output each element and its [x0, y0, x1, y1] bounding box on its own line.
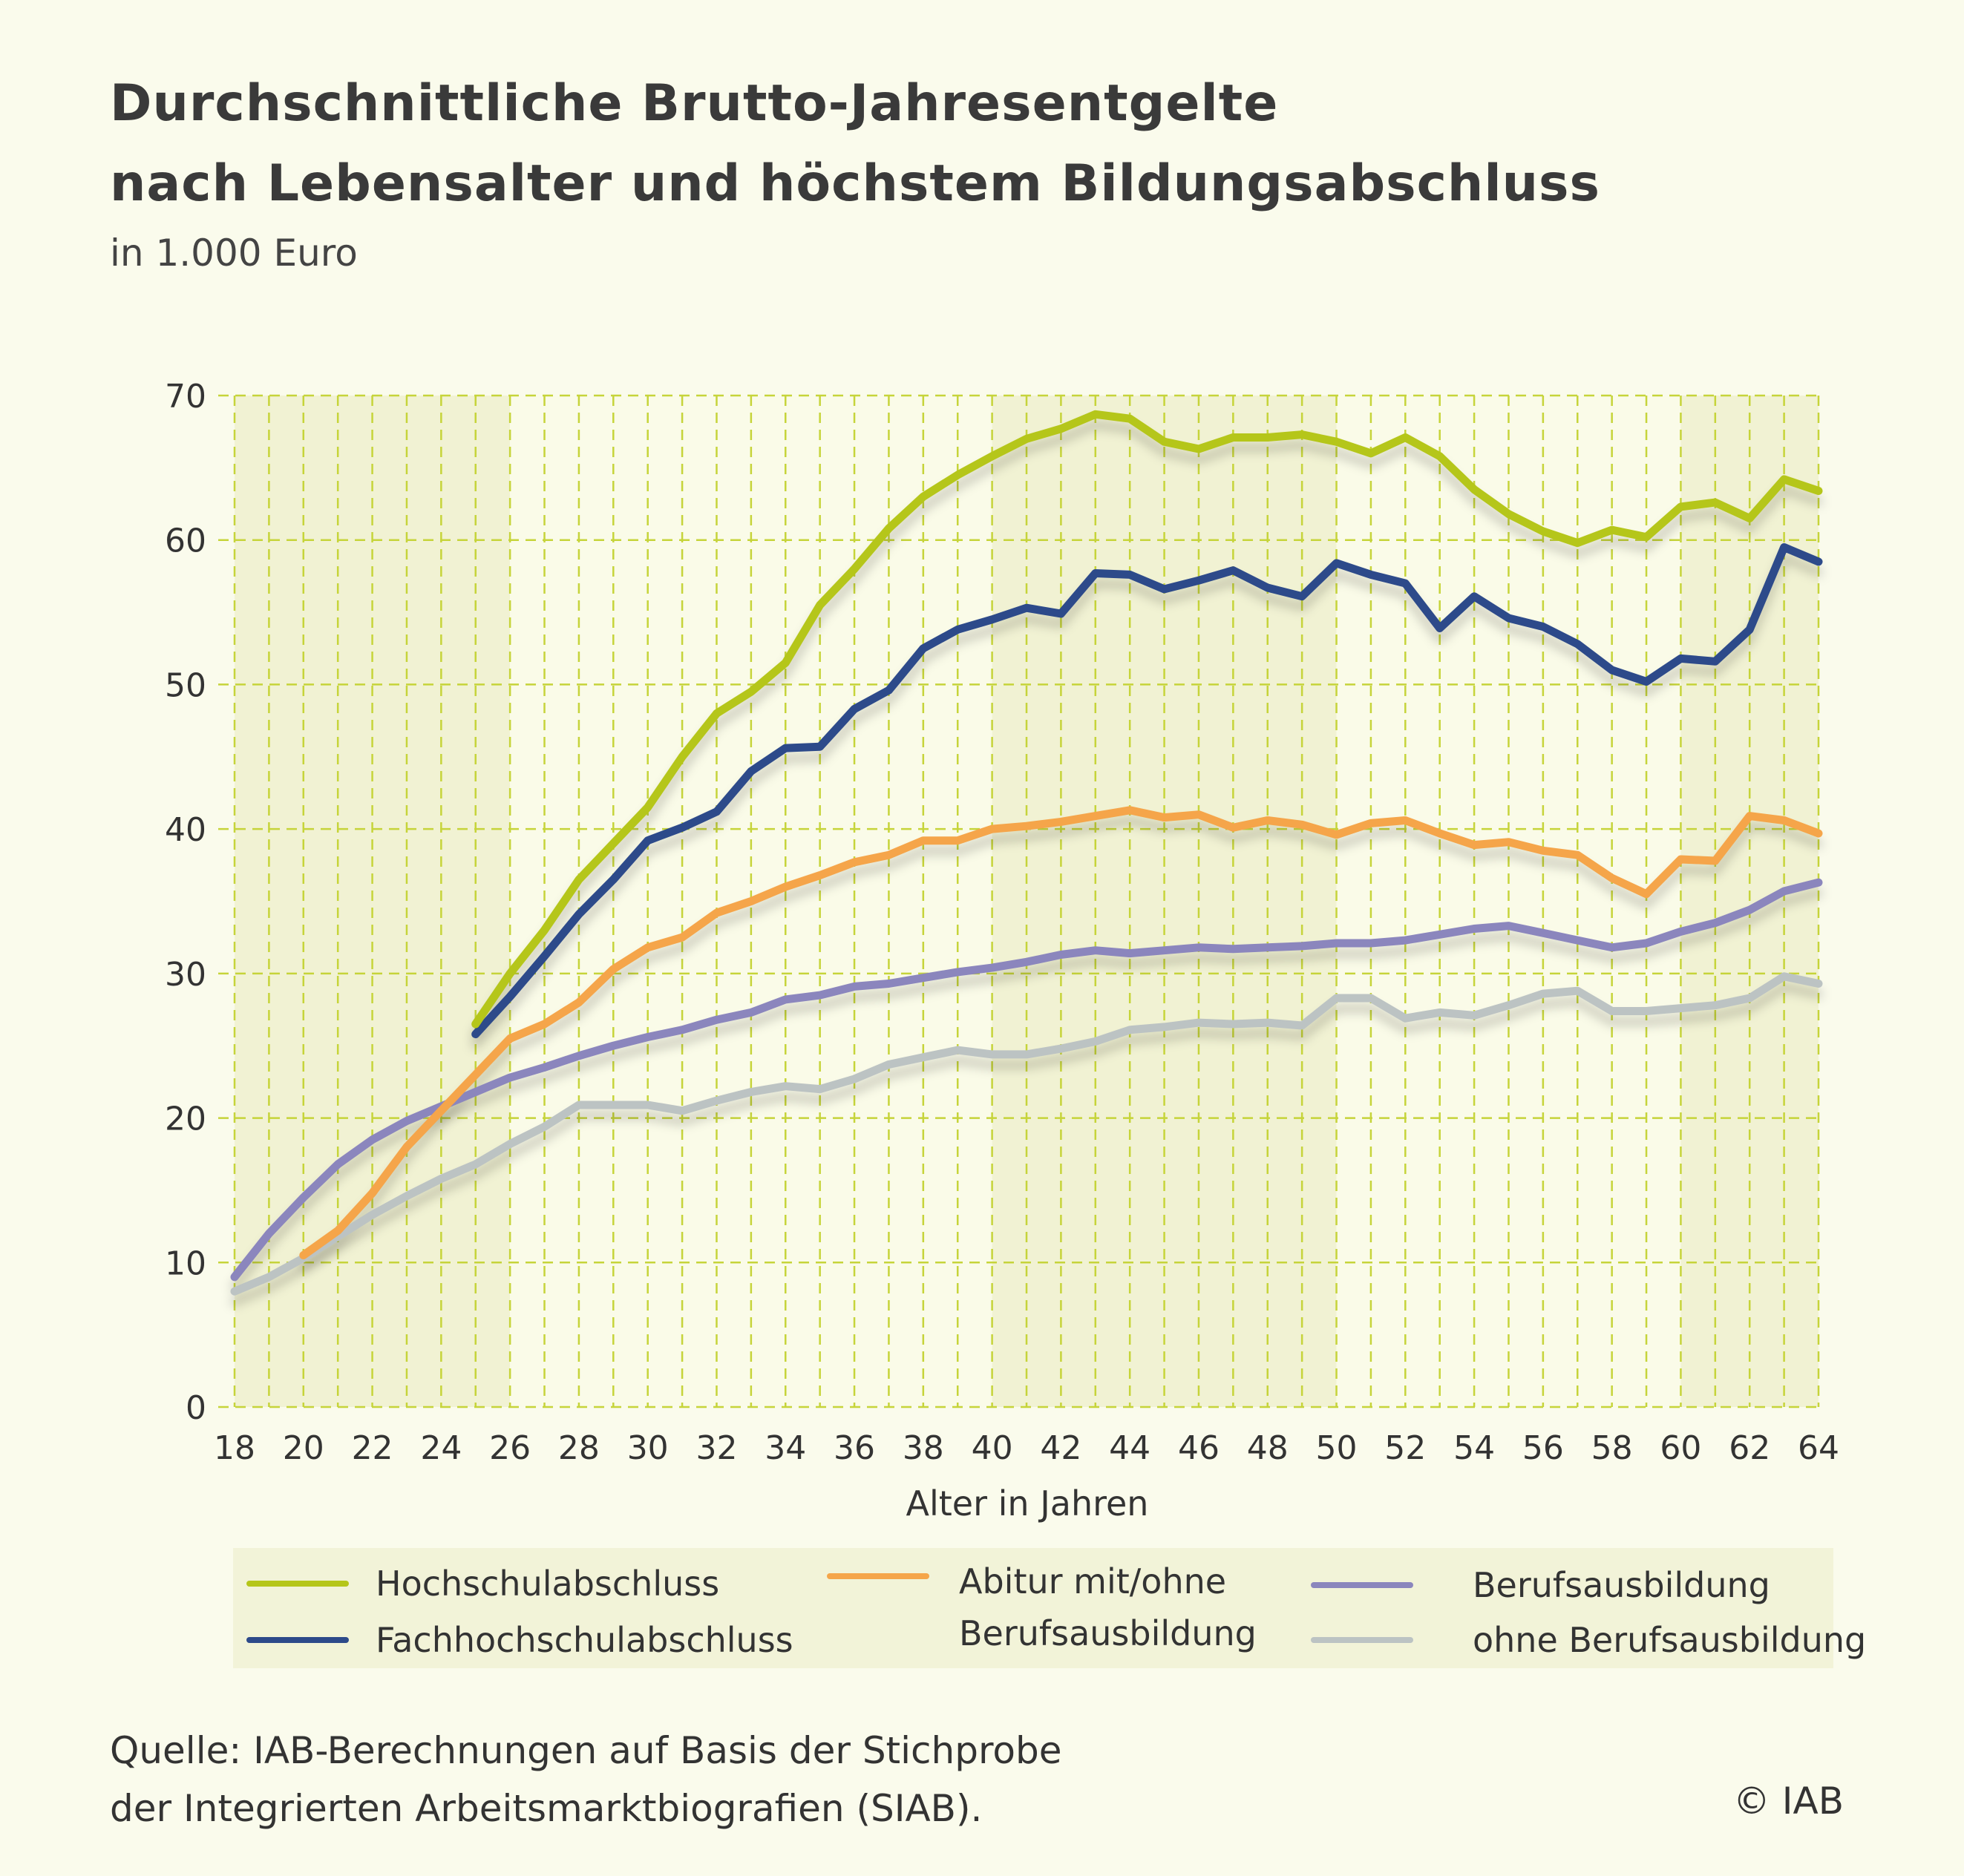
legend-label: Hochschulabschluss [376, 1564, 720, 1604]
y-tick-label: 20 [165, 1101, 206, 1138]
series-line-fachhochschulabschluss [471, 543, 1823, 1039]
x-tick-label: 30 [627, 1429, 669, 1467]
chart-title: Durchschnittliche Brutto-Jahresentgelte … [110, 64, 1600, 224]
x-tick-label: 18 [214, 1429, 255, 1467]
series-shadow-abitur-mit-ohne-berufsausbildung [298, 816, 1823, 1270]
legend-swatch [1311, 1637, 1413, 1643]
x-tick-label: 50 [1316, 1429, 1358, 1467]
x-tick-label: 36 [834, 1429, 875, 1467]
legend-label: Abitur mit/ohne Berufsausbildung [959, 1555, 1257, 1659]
y-axis: 0 10 20 30 40 50 60 70 [165, 378, 206, 1427]
x-tick-label: 54 [1453, 1429, 1495, 1467]
legend-item-abitur: Abitur mit/ohne Berufsausbildung [827, 1555, 1257, 1659]
series-shadows [230, 420, 1823, 1307]
legend: Hochschulabschluss Fachhochschulabschlus… [233, 1548, 1866, 1668]
chart-title-line-1: Durchschnittliche Brutto-Jahresentgelte [110, 74, 1279, 133]
x-tick-label: 52 [1384, 1429, 1426, 1467]
copyright: © IAB [1732, 1780, 1844, 1823]
line-chart: 0 10 20 30 40 50 60 70 18 20 22 24 26 28 30 32 34 36 38 40… [165, 378, 1839, 1524]
legend-label: Berufsausbildung [1473, 1565, 1770, 1605]
x-axis-label: Alter in Jahren [906, 1483, 1149, 1524]
legend-item-hochschulabschluss: Hochschulabschluss [246, 1563, 719, 1604]
x-tick-label: 40 [972, 1429, 1013, 1467]
x-tick-label: 28 [558, 1429, 600, 1467]
y-tick-label: 10 [165, 1244, 206, 1282]
legend-item-ohne-berufsausbildung: ohne Berufsausbildung [1311, 1619, 1866, 1661]
x-tick-label: 38 [903, 1429, 944, 1467]
series-shadow-fachhochschulabschluss [471, 553, 1823, 1049]
series-shadow-ohne-berufsausbildung [230, 982, 1823, 1307]
x-tick-label: 62 [1729, 1429, 1770, 1467]
x-tick-label: 44 [1109, 1429, 1150, 1467]
x-tick-label: 48 [1247, 1429, 1289, 1467]
source-note: Quelle: IAB-Berechnungen auf Basis der S… [110, 1722, 1062, 1837]
y-tick-label: 30 [165, 956, 206, 994]
x-tick-label: 32 [695, 1429, 737, 1467]
legend-item-berufsausbildung: Berufsausbildung [1311, 1564, 1770, 1606]
series-shadow-hochschulabschluss [471, 420, 1823, 1039]
y-tick-label: 70 [165, 378, 206, 416]
x-tick-label: 24 [420, 1429, 462, 1467]
x-tick-label: 26 [489, 1429, 531, 1467]
legend-swatch [1311, 1582, 1413, 1588]
series-line-hochschulabschluss [471, 410, 1823, 1029]
source-line-2: der Integrierten Arbeitsmarktbiografien … [110, 1787, 983, 1830]
y-tick-label: 0 [186, 1389, 206, 1427]
source-line-1: Quelle: IAB-Berechnungen auf Basis der S… [110, 1729, 1062, 1772]
legend-label: ohne Berufsausbildung [1473, 1620, 1867, 1660]
x-tick-label: 56 [1522, 1429, 1564, 1467]
x-tick-label: 20 [283, 1429, 324, 1467]
legend-label: Fachhochschulabschluss [376, 1620, 793, 1660]
chart-subtitle: in 1.000 Euro [110, 232, 358, 275]
legend-swatch [246, 1637, 349, 1643]
chart-title-line-2: nach Lebensalter und höchstem Bildungsab… [110, 154, 1601, 213]
x-tick-label: 64 [1798, 1429, 1839, 1467]
x-tick-label: 42 [1040, 1429, 1081, 1467]
x-axis: 18 20 22 24 26 28 30 32 34 36 38 40 42 44 46 48 50 52 54 56… [214, 1429, 1839, 1467]
x-tick-label: 34 [765, 1429, 806, 1467]
x-tick-label: 60 [1660, 1429, 1701, 1467]
legend-item-fachhochschulabschluss: Fachhochschulabschluss [246, 1619, 793, 1661]
x-tick-label: 46 [1178, 1429, 1220, 1467]
x-tick-label: 22 [352, 1429, 393, 1467]
x-tick-label: 58 [1591, 1429, 1633, 1467]
legend-swatch [246, 1581, 349, 1587]
y-tick-label: 50 [165, 666, 206, 704]
y-tick-label: 40 [165, 811, 206, 849]
series-line-berufsausbildung [230, 878, 1823, 1282]
series-shadow-berufsausbildung [230, 888, 1823, 1292]
legend-label-line-2: Berufsausbildung [959, 1613, 1257, 1653]
legend-label-line-1: Abitur mit/ohne [959, 1561, 1227, 1601]
legend-swatch [827, 1573, 929, 1579]
series-lines [230, 410, 1823, 1296]
series-line-abitur-mit-ohne-berufsausbildung [299, 806, 1823, 1259]
series-line-ohne-berufsausbildung [230, 972, 1823, 1296]
y-tick-label: 60 [165, 522, 206, 560]
